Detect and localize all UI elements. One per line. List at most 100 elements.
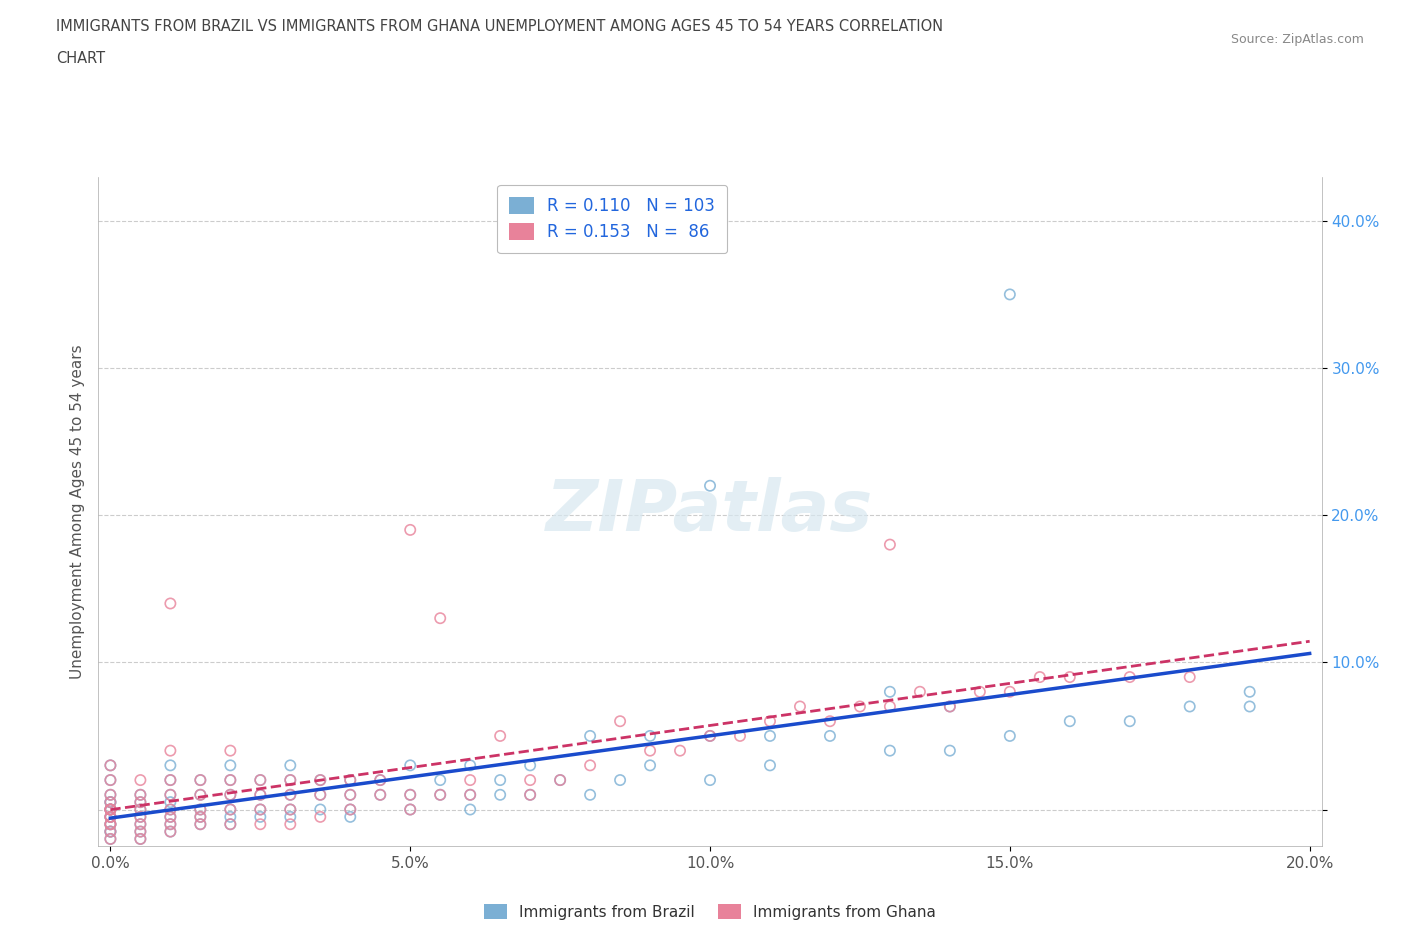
Point	[188, 817, 211, 831]
Point	[100, 795, 122, 810]
Point	[100, 788, 122, 803]
Point	[879, 743, 901, 758]
Point	[278, 817, 301, 831]
Point	[1059, 670, 1081, 684]
Point	[219, 773, 242, 788]
Point	[399, 523, 422, 538]
Point	[188, 773, 211, 788]
Point	[188, 809, 211, 824]
Point	[458, 788, 481, 803]
Point	[100, 824, 122, 839]
Text: Source: ZipAtlas.com: Source: ZipAtlas.com	[1230, 33, 1364, 46]
Point	[399, 788, 422, 803]
Point	[249, 802, 271, 817]
Point	[939, 743, 962, 758]
Point	[939, 699, 962, 714]
Point	[100, 831, 122, 846]
Point	[609, 773, 631, 788]
Point	[939, 699, 962, 714]
Point	[699, 478, 721, 493]
Point	[129, 795, 152, 810]
Point	[100, 809, 122, 824]
Point	[609, 713, 631, 728]
Point	[879, 699, 901, 714]
Point	[100, 817, 122, 831]
Point	[129, 795, 152, 810]
Point	[879, 684, 901, 699]
Point	[489, 773, 512, 788]
Point	[129, 802, 152, 817]
Point	[429, 611, 451, 626]
Point	[429, 788, 451, 803]
Point	[278, 773, 301, 788]
Point	[219, 758, 242, 773]
Point	[129, 802, 152, 817]
Point	[100, 824, 122, 839]
Point	[159, 743, 181, 758]
Point	[879, 538, 901, 552]
Point	[548, 773, 571, 788]
Point	[998, 287, 1021, 302]
Point	[188, 773, 211, 788]
Point	[159, 596, 181, 611]
Point	[100, 795, 122, 810]
Point	[278, 788, 301, 803]
Point	[100, 795, 122, 810]
Point	[100, 802, 122, 817]
Point	[159, 824, 181, 839]
Point	[188, 802, 211, 817]
Point	[219, 788, 242, 803]
Point	[309, 809, 332, 824]
Point	[100, 802, 122, 817]
Point	[129, 817, 152, 831]
Point	[458, 802, 481, 817]
Point	[1119, 670, 1142, 684]
Point	[219, 802, 242, 817]
Point	[818, 713, 841, 728]
Point	[219, 788, 242, 803]
Point	[100, 809, 122, 824]
Point	[219, 817, 242, 831]
Point	[429, 773, 451, 788]
Point	[188, 817, 211, 831]
Point	[100, 802, 122, 817]
Point	[309, 802, 332, 817]
Point	[100, 802, 122, 817]
Point	[759, 728, 782, 743]
Point	[908, 684, 931, 699]
Point	[159, 788, 181, 803]
Point	[159, 802, 181, 817]
Point	[129, 824, 152, 839]
Legend: Immigrants from Brazil, Immigrants from Ghana: Immigrants from Brazil, Immigrants from …	[478, 897, 942, 925]
Point	[249, 773, 271, 788]
Point	[638, 728, 661, 743]
Point	[188, 788, 211, 803]
Point	[129, 831, 152, 846]
Text: IMMIGRANTS FROM BRAZIL VS IMMIGRANTS FROM GHANA UNEMPLOYMENT AMONG AGES 45 TO 54: IMMIGRANTS FROM BRAZIL VS IMMIGRANTS FRO…	[56, 19, 943, 33]
Point	[458, 758, 481, 773]
Point	[1239, 684, 1261, 699]
Point	[519, 788, 541, 803]
Point	[309, 788, 332, 803]
Y-axis label: Unemployment Among Ages 45 to 54 years: Unemployment Among Ages 45 to 54 years	[69, 344, 84, 679]
Point	[129, 817, 152, 831]
Point	[188, 809, 211, 824]
Point	[458, 788, 481, 803]
Point	[309, 788, 332, 803]
Point	[849, 699, 872, 714]
Point	[278, 788, 301, 803]
Point	[1059, 713, 1081, 728]
Point	[1239, 699, 1261, 714]
Point	[309, 773, 332, 788]
Point	[159, 788, 181, 803]
Point	[278, 758, 301, 773]
Point	[100, 831, 122, 846]
Point	[489, 788, 512, 803]
Point	[728, 728, 751, 743]
Point	[368, 773, 391, 788]
Point	[699, 728, 721, 743]
Point	[159, 773, 181, 788]
Point	[188, 802, 211, 817]
Point	[399, 758, 422, 773]
Point	[579, 728, 602, 743]
